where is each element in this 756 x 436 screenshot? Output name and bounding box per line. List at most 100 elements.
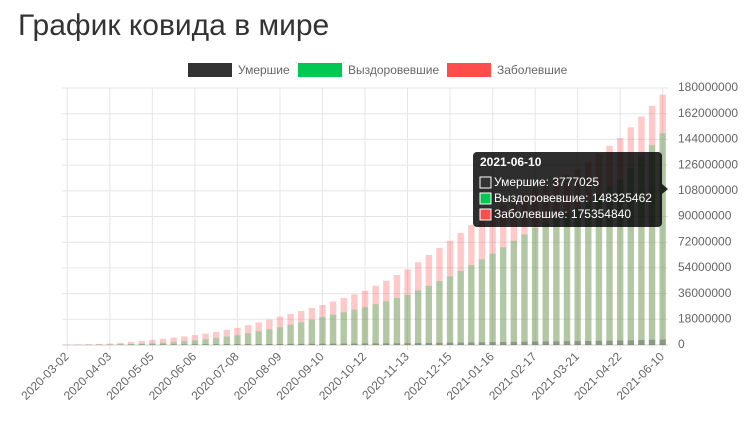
bar xyxy=(223,329,230,345)
bar xyxy=(500,341,507,345)
y-tick-label: 162000000 xyxy=(678,106,738,120)
bar xyxy=(287,313,294,345)
bar xyxy=(127,341,135,345)
bar xyxy=(361,343,369,345)
bar xyxy=(244,333,252,345)
bar xyxy=(574,341,581,345)
bar xyxy=(191,335,199,345)
bar xyxy=(212,331,220,345)
bar xyxy=(255,344,262,345)
bar xyxy=(478,342,486,345)
y-tick-label: 144000000 xyxy=(678,132,738,146)
bar xyxy=(627,127,634,345)
bar xyxy=(585,200,592,345)
bar xyxy=(595,340,603,345)
tooltip-caret xyxy=(662,184,668,194)
bar xyxy=(510,240,518,345)
bar xyxy=(468,342,475,345)
bar xyxy=(181,336,188,345)
bar xyxy=(340,312,347,345)
bar xyxy=(510,199,518,345)
bar xyxy=(457,232,464,345)
bar xyxy=(308,319,316,345)
bar xyxy=(255,331,262,345)
bar xyxy=(638,116,645,345)
legend-label: Выздоровевшие xyxy=(348,63,440,77)
bar xyxy=(340,297,347,345)
bar xyxy=(489,210,496,345)
bar xyxy=(117,342,124,345)
bar xyxy=(489,342,496,345)
bar xyxy=(414,290,422,345)
bar xyxy=(96,343,103,345)
bar xyxy=(659,133,666,345)
bar xyxy=(425,342,432,345)
y-tick-label: 108000000 xyxy=(678,183,738,197)
tooltip-line: Умершие: 3777025 xyxy=(494,175,599,189)
bar xyxy=(616,179,624,345)
bar xyxy=(404,343,411,345)
bar xyxy=(563,174,571,345)
bar xyxy=(478,217,486,345)
bar xyxy=(595,193,603,345)
bar xyxy=(191,340,199,345)
bar xyxy=(138,343,145,345)
bar xyxy=(500,247,507,345)
bar xyxy=(531,187,539,345)
bar xyxy=(212,337,220,345)
bar xyxy=(436,247,443,345)
bar xyxy=(521,234,528,345)
bar xyxy=(414,262,422,345)
bar xyxy=(340,343,347,345)
y-tick-label: 90000000 xyxy=(678,209,732,223)
bar xyxy=(181,344,188,345)
tooltip: 2021-06-10 Умершие: 3777025 Выздоровевшие:… xyxy=(473,152,668,227)
y-tick-label: 0 xyxy=(678,337,685,351)
bar xyxy=(319,343,326,345)
bar xyxy=(202,333,209,345)
bar xyxy=(425,285,432,345)
bar xyxy=(563,341,571,345)
bar xyxy=(372,285,379,345)
bar xyxy=(329,343,337,345)
bar xyxy=(298,311,305,345)
bar xyxy=(202,344,209,345)
bar xyxy=(329,301,337,345)
bar xyxy=(521,341,528,345)
bar xyxy=(159,338,167,345)
legend-swatch xyxy=(298,63,342,77)
bar xyxy=(361,290,369,345)
bar xyxy=(425,255,432,345)
bar xyxy=(244,325,252,345)
bar xyxy=(298,322,305,345)
bar xyxy=(298,343,305,345)
bar xyxy=(191,344,199,345)
bar xyxy=(436,281,443,345)
bar xyxy=(329,314,337,345)
bar xyxy=(627,340,634,345)
bar xyxy=(500,205,507,345)
tooltip-line: Выздоровевшие: 148325462 xyxy=(494,191,652,205)
tooltip-box xyxy=(473,152,662,227)
bar xyxy=(383,280,390,345)
bar xyxy=(521,193,528,345)
bar xyxy=(138,340,145,345)
bar xyxy=(234,335,241,345)
bar xyxy=(372,304,379,345)
bar xyxy=(585,161,592,345)
bar xyxy=(457,342,464,345)
bar xyxy=(638,156,645,345)
bar xyxy=(393,298,401,345)
bar xyxy=(414,343,422,345)
bar xyxy=(404,269,411,345)
bar xyxy=(383,343,390,345)
bar xyxy=(351,343,358,345)
bar xyxy=(616,137,624,345)
y-tick-label: 36000000 xyxy=(678,286,732,300)
bar xyxy=(85,344,92,345)
bar xyxy=(542,341,549,345)
bar xyxy=(627,167,634,345)
bar xyxy=(436,342,443,345)
